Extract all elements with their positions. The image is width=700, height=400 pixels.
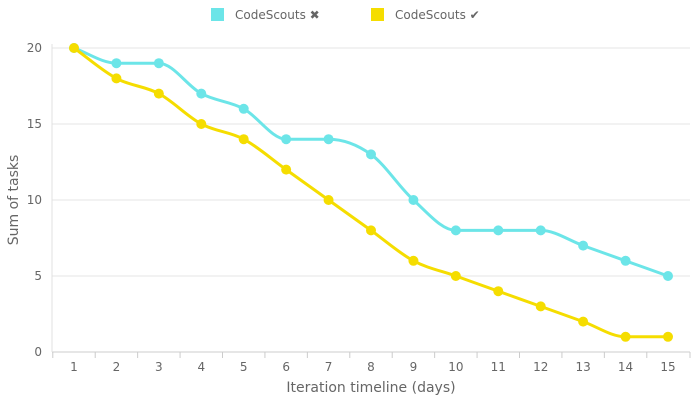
x-tick-label: 4 [197, 360, 205, 374]
data-point[interactable] [450, 225, 461, 236]
data-point[interactable] [578, 240, 589, 251]
data-point[interactable] [153, 88, 164, 99]
x-tick-label: 5 [240, 360, 248, 374]
data-point[interactable] [281, 164, 292, 175]
series-2 [69, 43, 673, 342]
data-point[interactable] [111, 58, 122, 69]
series-group [69, 43, 673, 342]
data-point[interactable] [620, 331, 631, 342]
data-point[interactable] [535, 225, 546, 236]
data-point[interactable] [323, 134, 334, 145]
series-1 [69, 43, 673, 281]
x-tick-label: 7 [325, 360, 333, 374]
y-tick-label: 10 [27, 193, 42, 207]
data-point[interactable] [281, 134, 292, 145]
y-tick-label: 5 [34, 269, 42, 283]
x-tick-label: 2 [113, 360, 121, 374]
legend-item-2[interactable]: CodeScouts ✔ [371, 8, 480, 22]
legend-swatch [371, 8, 384, 21]
x-tick-label: 15 [660, 360, 675, 374]
series-line [72, 46, 670, 278]
data-point[interactable] [578, 316, 589, 327]
y-tick-label: 20 [27, 41, 42, 55]
legend-label: CodeScouts ✖ [235, 8, 320, 22]
x-tick-label: 1 [70, 360, 78, 374]
x-tick-label: 11 [491, 360, 506, 374]
data-point[interactable] [238, 134, 249, 145]
y-tick-label: 15 [27, 117, 42, 131]
legend[interactable]: CodeScouts ✖ CodeScouts ✔ [211, 8, 480, 22]
y-axis-title: Sum of tasks [6, 155, 22, 246]
data-point[interactable] [493, 286, 504, 297]
data-point[interactable] [493, 225, 504, 236]
legend-item-1[interactable]: CodeScouts ✖ [211, 8, 320, 22]
data-point[interactable] [366, 149, 376, 160]
x-tick-label: 10 [448, 360, 463, 374]
data-point[interactable] [535, 301, 546, 312]
x-tick-label: 6 [282, 360, 290, 374]
data-point[interactable] [153, 58, 164, 69]
data-point[interactable] [366, 225, 376, 236]
data-point[interactable] [196, 119, 207, 129]
data-point[interactable] [620, 255, 631, 266]
legend-swatch [211, 8, 224, 21]
data-point[interactable] [196, 88, 207, 99]
x-tick-label: 12 [533, 360, 548, 374]
x-tick-label: 14 [618, 360, 633, 374]
data-point[interactable] [663, 331, 673, 342]
legend-label: CodeScouts ✔ [395, 8, 480, 22]
data-point[interactable] [323, 195, 334, 205]
grid-lines [52, 47, 690, 353]
data-point[interactable] [450, 271, 461, 281]
data-point[interactable] [238, 103, 249, 114]
data-point[interactable] [663, 271, 673, 281]
data-point[interactable] [69, 43, 79, 53]
x-tick-label: 13 [576, 360, 591, 374]
data-point[interactable] [111, 73, 122, 84]
data-point[interactable] [408, 195, 419, 205]
y-tick-label: 0 [34, 345, 42, 359]
x-tick-label: 9 [410, 360, 418, 374]
x-axis-title: Iteration timeline (days) [286, 380, 455, 396]
x-tick-label: 3 [155, 360, 163, 374]
x-tick-label: 8 [367, 360, 375, 374]
data-point[interactable] [408, 255, 419, 266]
